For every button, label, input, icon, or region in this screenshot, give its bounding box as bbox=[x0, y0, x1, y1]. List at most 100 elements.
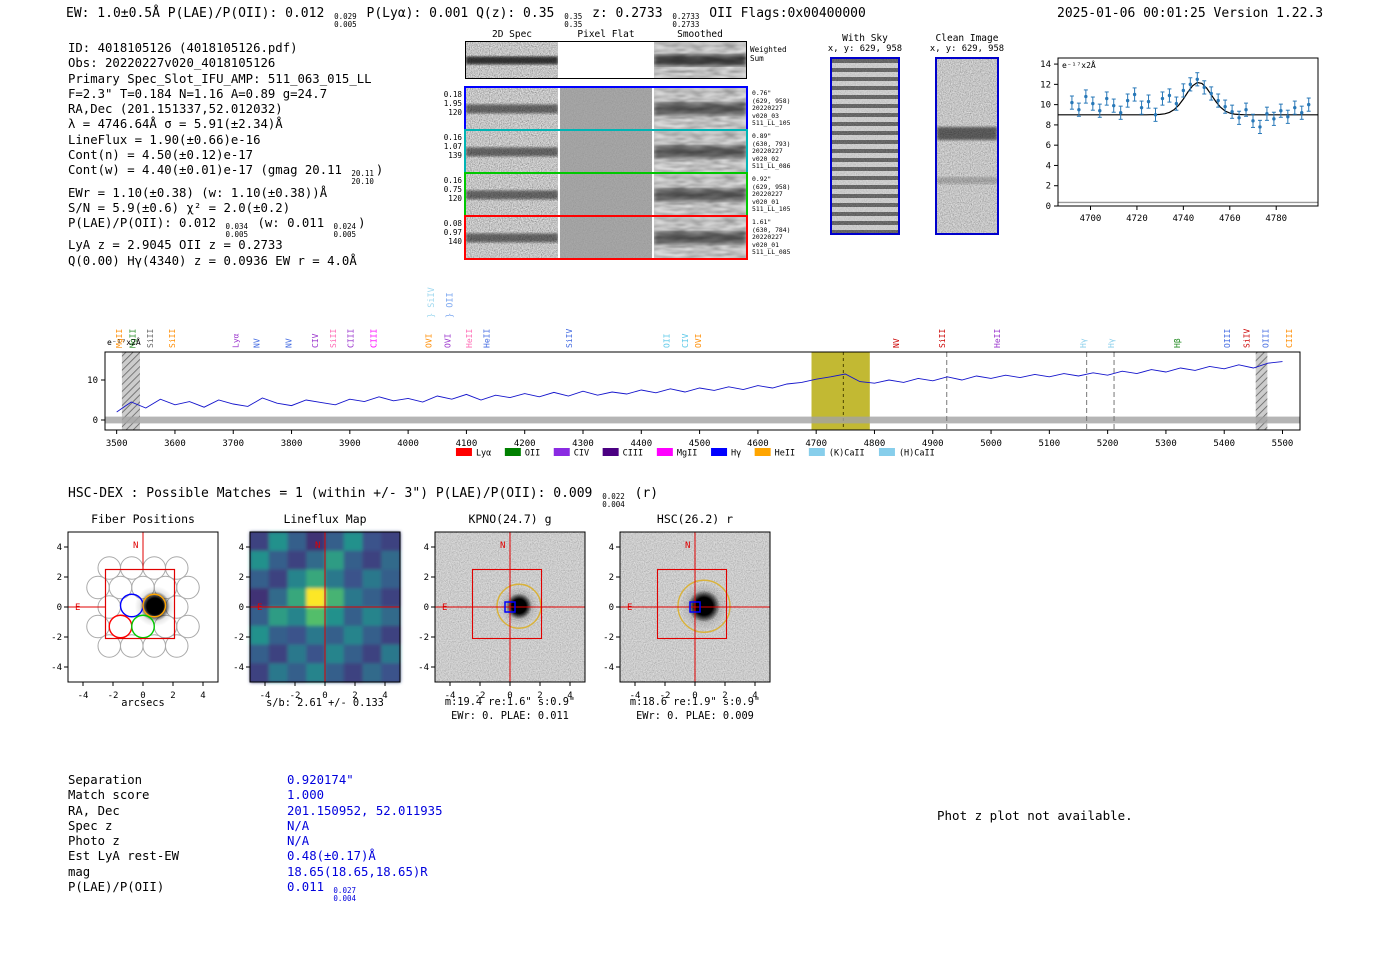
lineflux-map-title: Lineflux Map bbox=[283, 512, 367, 526]
svg-text:} SiIV: } SiIV bbox=[427, 287, 437, 318]
hscdex-summary: HSC-DEX : Possible Matches = 1 (within +… bbox=[68, 486, 659, 509]
table-row: P(LAE)/P(OII) 0.011 0.027 0.004 bbox=[68, 880, 442, 902]
svg-text:4: 4 bbox=[567, 691, 572, 701]
table-row: Photo z N/A bbox=[68, 834, 442, 849]
svg-text:MgII: MgII bbox=[128, 329, 137, 348]
row-label: Photo z bbox=[68, 834, 120, 849]
svg-text:-2: -2 bbox=[290, 691, 301, 701]
svg-text:-2: -2 bbox=[660, 691, 671, 701]
spec2d-fiber-row-3 bbox=[464, 172, 748, 217]
svg-text:N: N bbox=[500, 541, 505, 551]
info-line: ID: 4018105126 (4018105126.pdf) bbox=[68, 41, 298, 55]
spec2d-fiber-row-2 bbox=[464, 129, 748, 174]
svg-text:OVI: OVI bbox=[424, 333, 433, 348]
svg-text:12: 12 bbox=[1040, 80, 1051, 90]
svg-text:HeII: HeII bbox=[993, 329, 1002, 348]
spec2d-row4-scales: 0.08 0.97 140 bbox=[443, 219, 462, 246]
svg-text:OVI: OVI bbox=[694, 333, 703, 348]
table-row: Match score 1.000 bbox=[68, 788, 442, 803]
svg-text:SiIV: SiIV bbox=[1242, 329, 1251, 348]
hsc-plae-label: EWr: 0. PLAE: 0.009 bbox=[636, 710, 754, 722]
svg-text:OII: OII bbox=[662, 333, 671, 348]
spec2d-weighted-smooth-panel bbox=[654, 42, 746, 78]
svg-text:} OII: } OII bbox=[445, 292, 455, 318]
svg-text:SiIV: SiIV bbox=[565, 329, 574, 348]
row-value: N/A bbox=[287, 834, 310, 849]
spec2d-row2-scales: 0.16 1.07 139 bbox=[443, 133, 462, 160]
lineflux-sublabel: s/b: 2.61 +/- 0.133 bbox=[266, 697, 384, 709]
row-label: P(LAE)/P(OII) bbox=[68, 880, 165, 895]
withsky-title: With Sky bbox=[842, 33, 888, 44]
svg-text:CIII: CIII bbox=[346, 329, 355, 348]
info-line: LyA z = 2.9045 OII z = 0.2733 bbox=[68, 238, 283, 253]
spec2d-smooth-panel bbox=[654, 174, 746, 215]
lineflux-map-plot: N E -4 -4 -2 -2 0 0 2 2 4 4 bbox=[233, 531, 401, 701]
svg-text:4: 4 bbox=[609, 543, 614, 553]
table-row: Est LyA rest-EW 0.48(±0.17)Å bbox=[68, 849, 442, 864]
svg-text:Hβ: Hβ bbox=[1173, 338, 1182, 348]
row-label: Spec z bbox=[68, 818, 113, 833]
svg-text:3800: 3800 bbox=[281, 439, 303, 449]
spec2d-row3-scales: 0.16 0.75 120 bbox=[443, 176, 462, 203]
row-label: Separation bbox=[68, 773, 143, 787]
clean-coords: x, y: 629, 958 bbox=[929, 44, 1005, 54]
table-row: Spec z N/A bbox=[68, 819, 442, 834]
zoom-spectrum-plot: 0 2 4 6 8 10 12 14 4700 4720 4740 4760 4780 e⁻¹⁷x2Å bbox=[1040, 57, 1319, 224]
svg-text:0: 0 bbox=[507, 691, 512, 701]
svg-text:0: 0 bbox=[322, 691, 327, 701]
svg-text:SiII: SiII bbox=[329, 329, 338, 348]
spec2d-smooth-panel bbox=[654, 131, 746, 172]
spec2d-weighted-spec-panel bbox=[466, 42, 558, 78]
svg-text:SiII: SiII bbox=[146, 329, 155, 348]
svg-text:8: 8 bbox=[1046, 121, 1051, 131]
spec2d-header-pixelflat: Pixel Flat bbox=[577, 29, 635, 40]
svg-text:5000: 5000 bbox=[980, 439, 1002, 449]
kpno-mag-label: m:19.4 re:1.6" s:0.9" bbox=[444, 696, 576, 708]
row-value: 18.65(18.65,18.65)R bbox=[287, 864, 428, 879]
row-label: Est LyA rest-EW bbox=[68, 849, 180, 864]
svg-text:0: 0 bbox=[93, 416, 98, 426]
svg-text:3600: 3600 bbox=[164, 439, 186, 449]
spec2d-row3-annotation: 0.92" (629, 958) 20220227 v020_01 511_LL… bbox=[752, 175, 791, 214]
row-value: 0.920174" bbox=[287, 773, 354, 787]
info-line: S/N = 5.9(±0.6) χ² = 2.0(±0.2) bbox=[68, 200, 291, 215]
row-label: RA, Dec bbox=[68, 803, 120, 818]
svg-text:4760: 4760 bbox=[1219, 214, 1241, 224]
svg-text:4200: 4200 bbox=[514, 439, 536, 449]
svg-text:NV: NV bbox=[892, 338, 901, 348]
svg-text:5400: 5400 bbox=[1213, 439, 1235, 449]
fiber-positions-plot: N E -4 -4 -2 -2 0 0 2 2 4 4 bbox=[51, 531, 219, 701]
svg-text:14: 14 bbox=[1040, 60, 1051, 70]
hsc-cutout-title: HSC(26.2) r bbox=[656, 512, 734, 526]
photz-note: Phot z plot not available. bbox=[937, 808, 1133, 823]
svg-text:4100: 4100 bbox=[456, 439, 478, 449]
svg-text:HeII: HeII bbox=[775, 449, 795, 459]
svg-text:4: 4 bbox=[57, 543, 62, 553]
svg-text:0: 0 bbox=[609, 603, 614, 613]
withsky-image bbox=[830, 57, 900, 235]
svg-text:2: 2 bbox=[57, 573, 62, 583]
svg-text:2: 2 bbox=[722, 691, 727, 701]
spec2d-spec-panel bbox=[466, 88, 558, 129]
svg-text:2: 2 bbox=[424, 573, 429, 583]
svg-text:0: 0 bbox=[140, 691, 145, 701]
svg-text:Lyα: Lyα bbox=[232, 333, 241, 348]
svg-text:(K)CaII: (K)CaII bbox=[829, 449, 865, 459]
spec2d-flat-panel bbox=[560, 174, 652, 215]
svg-text:MgII: MgII bbox=[115, 329, 124, 348]
svg-text:4: 4 bbox=[1046, 161, 1051, 171]
svg-text:2: 2 bbox=[609, 573, 614, 583]
svg-text:E: E bbox=[442, 603, 447, 613]
fiber-xlabel: arcsecs bbox=[121, 697, 165, 709]
info-line: Cont(w) = 4.40(±0.01)e-17 (gmag 20.11 20… bbox=[68, 163, 384, 186]
svg-text:-4: -4 bbox=[78, 691, 89, 701]
svg-text:4: 4 bbox=[382, 691, 387, 701]
spec2d-spec-panel bbox=[466, 131, 558, 172]
svg-text:4400: 4400 bbox=[630, 439, 652, 449]
svg-text:-4: -4 bbox=[418, 663, 429, 673]
info-line: LineFlux = 1.90(±0.66)e-16 bbox=[68, 132, 261, 147]
svg-text:3700: 3700 bbox=[222, 439, 244, 449]
svg-text:-4: -4 bbox=[603, 663, 614, 673]
table-row: mag 18.65(18.65,18.65)R bbox=[68, 865, 442, 880]
